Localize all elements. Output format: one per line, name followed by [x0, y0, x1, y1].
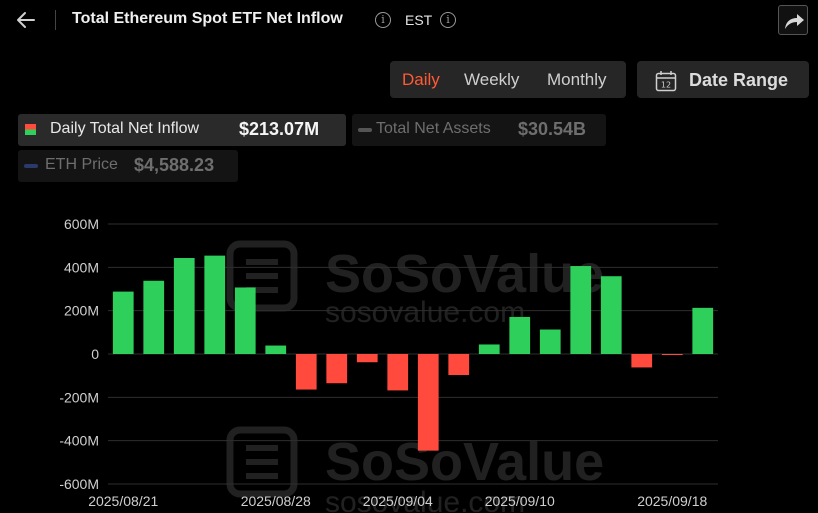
y-axis-ticks: 600M 400M 200M 0 -200M -400M -600M	[59, 216, 99, 492]
x-tick-label: 2025/08/21	[88, 493, 158, 509]
period-selector: Daily Weekly Monthly	[390, 61, 626, 98]
watermark-url: sosovalue.com	[325, 296, 525, 329]
bar[interactable]: 2025/09/10: 171M	[509, 316, 531, 354]
bar[interactable]: 2025/09/15: 359M	[600, 276, 622, 354]
legend-value: $30.54B	[518, 119, 587, 139]
line-swatch-icon	[358, 128, 372, 132]
bar[interactable]: 2025/09/03: -38M	[356, 354, 378, 363]
bar[interactable]: 2025/09/11: 113M	[539, 329, 561, 354]
legend-value: $213.07M	[239, 119, 320, 139]
watermark-brand: SoSoValue	[325, 432, 604, 492]
arrow-left-icon	[17, 12, 35, 28]
legend-value: $4,588.23	[134, 155, 215, 175]
bar[interactable]: 2025/09/17: -2M	[661, 354, 683, 355]
bar-chart-svg: SoSoValue sosovalue.com SoSoValue sosova…	[59, 216, 718, 513]
y-tick-label: -200M	[59, 389, 99, 405]
line-swatch-icon	[24, 164, 38, 168]
y-tick-label: 0	[91, 346, 99, 362]
y-tick-label: -400M	[59, 433, 99, 449]
y-tick-label: -600M	[59, 476, 99, 492]
watermark: SoSoValue sosovalue.com SoSoValue sosova…	[226, 240, 604, 513]
y-tick-label: 400M	[64, 259, 99, 275]
bar[interactable]: 2025/09/05: -446M	[417, 354, 439, 451]
bar[interactable]: 2025/08/27: 307M	[234, 287, 256, 354]
watermark-brand: SoSoValue	[325, 244, 604, 304]
x-tick-label: 2025/09/04	[363, 493, 433, 509]
back-button[interactable]	[12, 6, 42, 34]
info-icon[interactable]: i	[375, 12, 391, 28]
bar[interactable]: 2025/08/25: 443M	[173, 258, 195, 354]
bar[interactable]: 2025/09/16: -62M	[631, 354, 653, 368]
x-tick-label: 2025/09/18	[637, 493, 707, 509]
y-tick-label: 200M	[64, 303, 99, 319]
net-inflow-chart: SoSoValue sosovalue.com SoSoValue sosova…	[0, 200, 818, 513]
tab-monthly[interactable]: Monthly	[547, 70, 607, 89]
x-tick-label: 2025/09/10	[485, 493, 555, 509]
timezone-info-icon[interactable]: i	[440, 12, 456, 28]
legend-daily-net-inflow[interactable]: Daily Total Net Inflow $213.07M	[18, 114, 346, 146]
legend-label: Total Net Assets	[376, 120, 491, 137]
watermark-url: sosovalue.com	[325, 486, 525, 513]
page-title: Total Ethereum Spot ETF Net Inflow	[72, 10, 343, 27]
legend-total-net-assets[interactable]: Total Net Assets $30.54B	[352, 114, 606, 146]
bar[interactable]: 2025/09/02: -135M	[326, 354, 348, 384]
timezone-label: EST	[405, 12, 433, 28]
tab-daily[interactable]: Daily	[402, 70, 440, 89]
bar[interactable]: 2025/08/29: -164M	[295, 354, 317, 390]
watermark-logo-icon	[226, 240, 298, 498]
bar[interactable]: 2025/08/22: 338M	[143, 280, 165, 354]
date-range-button[interactable]: 12 Date Range	[637, 61, 809, 98]
share-icon	[785, 14, 804, 29]
bar[interactable]: 2025/08/26: 454M	[204, 255, 226, 354]
calendar-icon: 12	[655, 71, 677, 92]
bar[interactable]: 2025/09/12: 406M	[570, 266, 592, 354]
header-divider	[55, 10, 56, 30]
share-button[interactable]	[778, 5, 808, 35]
bars: 2025/08/21: 288M 2025/08/22: 338M 2025/08/…	[112, 255, 714, 451]
x-axis-ticks: 2025/08/21 2025/08/28 2025/09/04 2025/09/10…	[88, 493, 707, 509]
date-range-label: Date Range	[689, 70, 789, 90]
bar[interactable]: 2025/09/09: 44M	[478, 344, 500, 354]
legend-eth-price[interactable]: ETH Price $4,588.23	[18, 150, 238, 182]
y-tick-label: 600M	[64, 216, 99, 232]
legend-label: ETH Price	[45, 156, 118, 173]
x-tick-label: 2025/08/28	[241, 493, 311, 509]
bar[interactable]: 2025/09/08: -97M	[448, 354, 470, 376]
legend-swatch-icon	[25, 124, 36, 135]
bar[interactable]: 2025/09/04: -168M	[387, 354, 409, 391]
bar[interactable]: 2025/09/18: 213M	[692, 307, 714, 354]
chart-header: Total Ethereum Spot ETF Net Inflow i EST…	[0, 0, 818, 40]
tab-weekly[interactable]: Weekly	[464, 70, 520, 89]
calendar-day: 12	[661, 81, 671, 90]
bar[interactable]: 2025/08/28: 39M	[265, 345, 287, 354]
bar[interactable]: 2025/08/21: 288M	[112, 291, 134, 354]
legend-label: Daily Total Net Inflow	[50, 120, 200, 137]
